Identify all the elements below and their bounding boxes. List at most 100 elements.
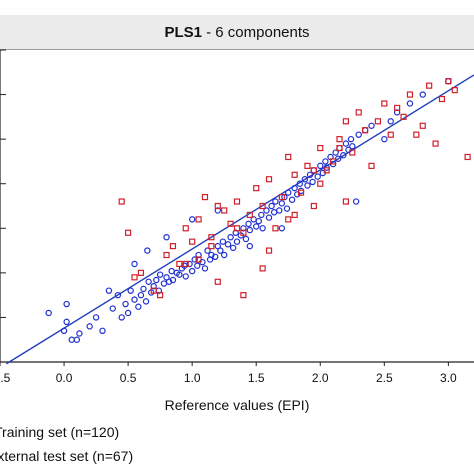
training-point bbox=[317, 162, 324, 170]
test-point bbox=[451, 87, 458, 94]
test-point bbox=[438, 95, 446, 103]
training-point bbox=[124, 309, 132, 317]
test-point bbox=[221, 207, 228, 214]
test-point bbox=[227, 220, 234, 227]
training-point bbox=[387, 118, 394, 125]
training-point bbox=[297, 187, 305, 195]
training-point bbox=[332, 149, 339, 156]
test-point bbox=[349, 149, 356, 156]
training-point bbox=[217, 247, 224, 254]
training-point bbox=[135, 303, 142, 310]
test-point bbox=[304, 162, 311, 169]
test-point bbox=[240, 292, 247, 299]
x-tick-label: 0.5 bbox=[120, 371, 137, 385]
training-point bbox=[259, 225, 266, 232]
training-point bbox=[445, 77, 452, 85]
training-point bbox=[419, 91, 426, 98]
test-point bbox=[233, 225, 241, 232]
test-point bbox=[374, 118, 382, 125]
training-point bbox=[127, 287, 134, 294]
training-point bbox=[156, 271, 164, 278]
training-point bbox=[342, 140, 350, 147]
x-tick-label: 0.0 bbox=[56, 371, 73, 385]
test-point bbox=[413, 131, 420, 138]
chart-title: PLS1 - 6 components bbox=[164, 24, 309, 41]
x-tick-label: 3.0 bbox=[440, 371, 457, 385]
training-point bbox=[68, 336, 75, 343]
training-point bbox=[195, 251, 202, 259]
test-point bbox=[169, 243, 177, 250]
training-point bbox=[296, 180, 303, 187]
training-point bbox=[347, 135, 355, 143]
training-point bbox=[285, 189, 292, 196]
training-point bbox=[142, 298, 150, 305]
test-point bbox=[233, 198, 241, 205]
training-point bbox=[310, 167, 318, 174]
training-point bbox=[212, 253, 219, 261]
training-point bbox=[304, 182, 311, 189]
test-point bbox=[426, 82, 433, 89]
training-point bbox=[393, 109, 401, 116]
training-point bbox=[268, 202, 275, 210]
test-point bbox=[285, 216, 292, 223]
training-point bbox=[145, 278, 152, 285]
test-point bbox=[157, 292, 164, 299]
training-point bbox=[122, 300, 129, 308]
training-point bbox=[240, 225, 247, 232]
test-point bbox=[432, 140, 439, 147]
test-point bbox=[272, 225, 279, 232]
training-point bbox=[214, 207, 221, 214]
training-point bbox=[169, 276, 177, 284]
training-point bbox=[163, 233, 170, 241]
training-point bbox=[276, 207, 283, 214]
training-point bbox=[182, 273, 189, 280]
training-point bbox=[204, 247, 211, 254]
training-point bbox=[150, 283, 157, 290]
training-point bbox=[263, 207, 270, 214]
chart-header: PLS1 - 6 components bbox=[0, 15, 474, 50]
test-point bbox=[201, 193, 209, 201]
test-point bbox=[310, 167, 317, 174]
training-point bbox=[188, 267, 196, 275]
training-point bbox=[194, 262, 201, 269]
training-point bbox=[118, 314, 125, 321]
test-point bbox=[189, 238, 196, 245]
test-point bbox=[291, 171, 298, 178]
training-point bbox=[224, 241, 232, 248]
training-point bbox=[309, 178, 316, 186]
training-point bbox=[246, 226, 254, 234]
test-point bbox=[336, 144, 343, 152]
training-point bbox=[294, 191, 301, 198]
x-axis-title: Reference values (EPI) bbox=[164, 397, 310, 413]
training-point bbox=[131, 296, 138, 303]
training-point bbox=[255, 217, 262, 225]
test-point bbox=[253, 185, 260, 192]
x-tick-label: 2.0 bbox=[312, 371, 329, 385]
test-point bbox=[464, 153, 471, 161]
test-point bbox=[285, 153, 292, 161]
test-point bbox=[355, 109, 362, 116]
test-point bbox=[310, 202, 317, 210]
training-point bbox=[73, 336, 81, 343]
test-point bbox=[150, 287, 157, 294]
test-point bbox=[445, 78, 452, 85]
training-point bbox=[368, 122, 375, 129]
training-point bbox=[349, 143, 356, 150]
training-point bbox=[105, 287, 113, 294]
test-point bbox=[246, 211, 253, 219]
test-point bbox=[240, 229, 247, 236]
training-point bbox=[60, 327, 68, 334]
training-point bbox=[272, 198, 279, 205]
training-point bbox=[258, 211, 265, 219]
legend-item-training: Training set (n=120) bbox=[0, 424, 120, 440]
test-point bbox=[208, 234, 215, 241]
training-point bbox=[191, 256, 198, 263]
test-point bbox=[419, 122, 426, 129]
test-point bbox=[259, 265, 266, 272]
training-point bbox=[253, 223, 260, 230]
test-point bbox=[329, 158, 337, 165]
training-point bbox=[361, 127, 369, 134]
test-point bbox=[381, 100, 388, 107]
training-point bbox=[270, 209, 278, 216]
training-point bbox=[45, 309, 52, 317]
